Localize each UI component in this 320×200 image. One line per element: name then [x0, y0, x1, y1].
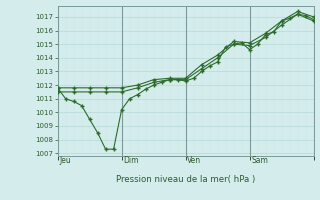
- Text: Ven: Ven: [187, 156, 201, 165]
- X-axis label: Pression niveau de la mer( hPa ): Pression niveau de la mer( hPa ): [116, 175, 255, 184]
- Text: Sam: Sam: [251, 156, 268, 165]
- Text: Dim: Dim: [123, 156, 139, 165]
- Text: Jeu: Jeu: [59, 156, 71, 165]
